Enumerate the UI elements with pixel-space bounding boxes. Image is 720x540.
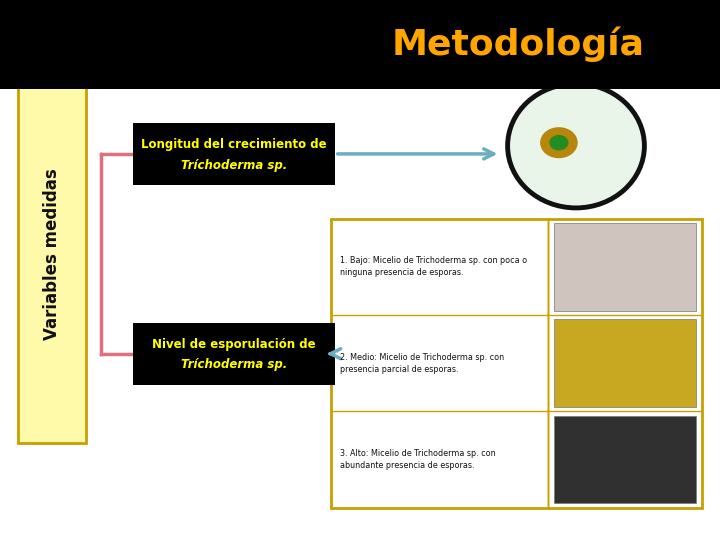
FancyBboxPatch shape [133,322,335,384]
Text: 1. Bajo: Micelio de Trichoderma sp. con poca o
ninguna presencia de esporas.: 1. Bajo: Micelio de Trichoderma sp. con … [340,256,527,277]
FancyBboxPatch shape [554,223,696,310]
Ellipse shape [549,135,569,151]
FancyBboxPatch shape [331,219,702,508]
FancyBboxPatch shape [554,416,696,503]
Text: Tríchoderma sp.: Tríchoderma sp. [181,359,287,372]
Ellipse shape [508,84,644,208]
Text: Tríchoderma sp.: Tríchoderma sp. [181,159,287,172]
FancyBboxPatch shape [133,123,335,185]
FancyBboxPatch shape [18,65,86,443]
Ellipse shape [540,127,577,158]
Text: Longitud del crecimiento de: Longitud del crecimiento de [141,138,327,151]
FancyBboxPatch shape [554,319,696,407]
FancyBboxPatch shape [0,0,720,89]
Text: Metodología: Metodología [392,27,645,62]
Text: 2. Medio: Micelio de Trichoderma sp. con
presencia parcial de esporas.: 2. Medio: Micelio de Trichoderma sp. con… [340,353,504,374]
Text: Variables medidas: Variables medidas [43,168,61,340]
Text: 3. Alto: Micelio de Trichoderma sp. con
abundante presencia de esporas.: 3. Alto: Micelio de Trichoderma sp. con … [340,449,495,470]
Text: Nivel de esporulación de: Nivel de esporulación de [152,338,316,351]
